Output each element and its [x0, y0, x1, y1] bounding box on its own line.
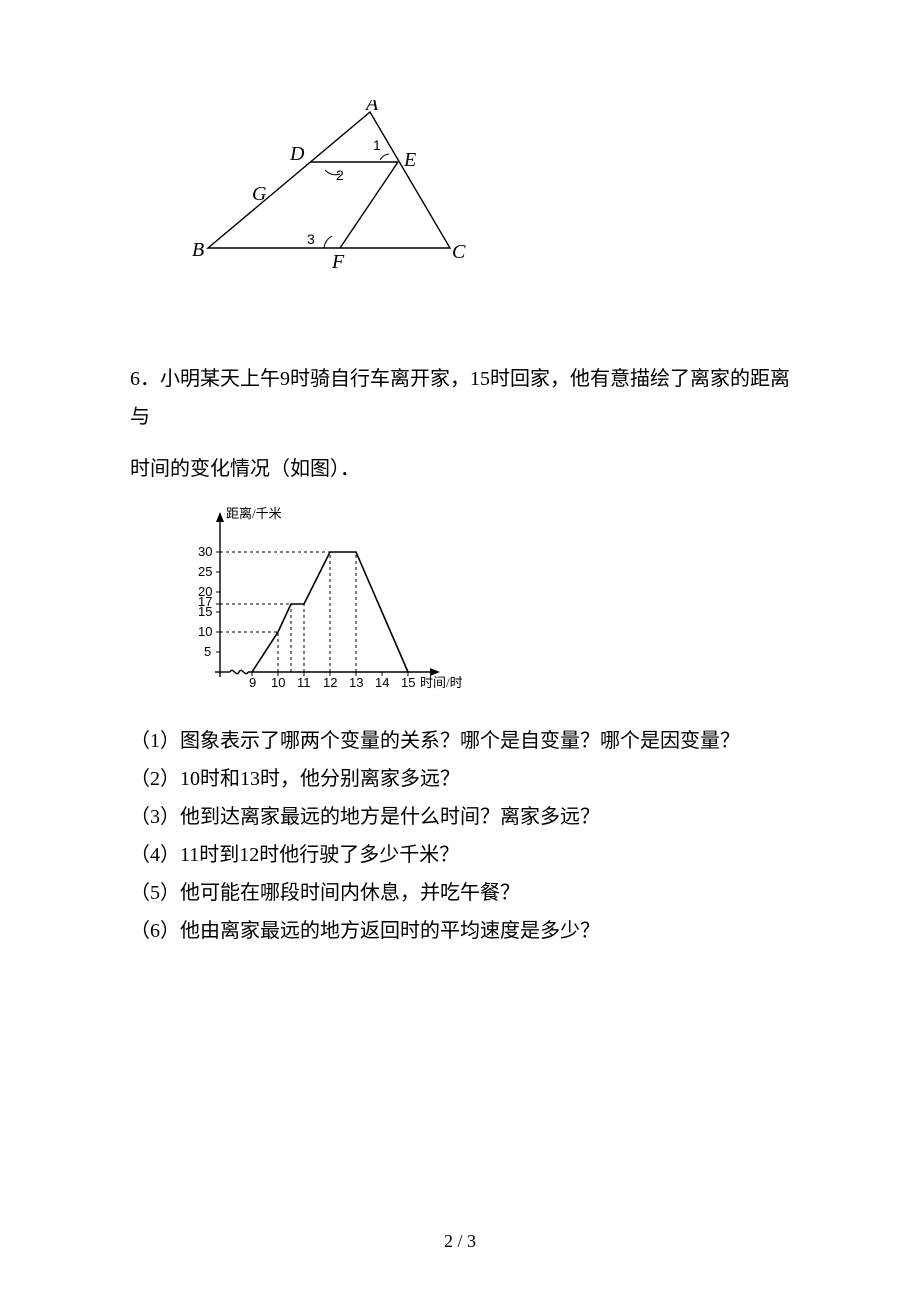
xtick-15: 15	[401, 675, 415, 690]
xtick-11: 11	[297, 675, 311, 690]
ytick-5: 5	[204, 644, 211, 659]
sub-q4: （4）11时到12时他行驶了多少千米？	[130, 836, 790, 874]
label-A: A	[364, 100, 379, 115]
sub-questions: （1）图象表示了哪两个变量的关系？哪个是自变量？哪个是因变量？ （2）10时和1…	[130, 722, 790, 950]
angle-1: 1	[373, 137, 381, 153]
label-F: F	[331, 251, 345, 273]
angle-3: 3	[307, 231, 315, 247]
ytick-20: 20	[198, 584, 212, 599]
sub-q3: （3）他到达离家最远的地方是什么时间？离家多远？	[130, 798, 790, 836]
x-axis-title: 时间/时	[420, 675, 463, 690]
problem6-line1: 6．小明某天上午9时骑自行车离开家，15时回家，他有意描绘了离家的距离与	[130, 360, 790, 436]
xtick-14: 14	[375, 675, 389, 690]
ytick-25: 25	[198, 564, 212, 579]
sub-q2: （2）10时和13时，他分别离家多远？	[130, 760, 790, 798]
label-G: G	[252, 183, 267, 205]
label-B: B	[192, 239, 204, 261]
sub-q5: （5）他可能在哪段时间内休息，并吃午餐？	[130, 874, 790, 912]
xtick-13: 13	[349, 675, 363, 690]
ytick-30: 30	[198, 544, 212, 559]
sub-q6: （6）他由离家最远的地方返回时的平均速度是多少？	[130, 912, 790, 950]
y-axis-title: 距离/千米	[226, 506, 282, 521]
angle-2: 2	[336, 167, 344, 183]
page-number: 2 / 3	[0, 1231, 920, 1252]
xtick-9: 9	[249, 675, 256, 690]
distance-time-chart: 距离/千米 时间/时 9 10 11 12 13 14 15 5 10 15 1…	[170, 502, 470, 702]
triangle-figure: A B C D E F G 1 2 3	[190, 100, 480, 280]
label-E: E	[403, 149, 416, 171]
xtick-12: 12	[323, 675, 337, 690]
label-C: C	[452, 241, 466, 263]
sub-q1: （1）图象表示了哪两个变量的关系？哪个是自变量？哪个是因变量？	[130, 722, 790, 760]
xtick-10: 10	[271, 675, 285, 690]
label-D: D	[289, 143, 305, 165]
problem6-line2: 时间的变化情况（如图）．	[130, 450, 790, 488]
ytick-10: 10	[198, 624, 212, 639]
